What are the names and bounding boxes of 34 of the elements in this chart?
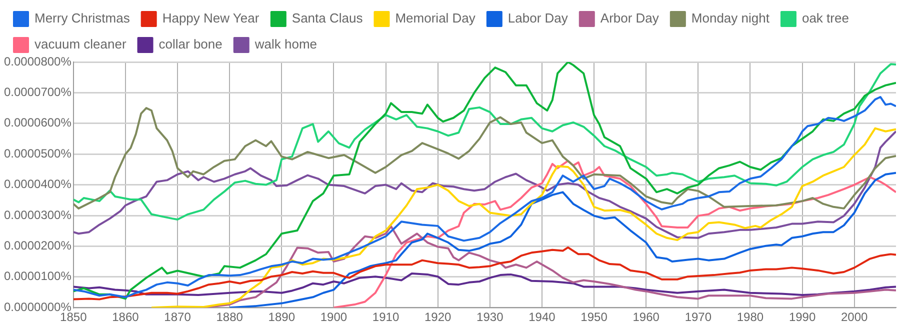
legend-label: oak tree xyxy=(802,10,849,26)
x-tick-label: 1960 xyxy=(632,310,660,324)
y-tick-label: 0.0000100% xyxy=(4,269,72,284)
x-tick-label: 1920 xyxy=(424,310,452,324)
legend-label: Monday night xyxy=(691,10,770,26)
legend-label: Labor Day xyxy=(508,10,568,26)
x-tick-label: 2000 xyxy=(840,310,868,324)
x-tick-label: 1890 xyxy=(268,310,296,324)
legend-label: Happy New Year xyxy=(162,10,260,26)
x-tick-label: 1930 xyxy=(476,310,504,324)
legend-label: Merry Christmas xyxy=(34,10,130,26)
y-tick-label: 0.0000200% xyxy=(4,238,72,253)
x-tick-label: 1950 xyxy=(580,310,608,324)
legend-label: vacuum cleaner xyxy=(34,36,127,52)
x-tick-label: 1980 xyxy=(736,310,764,324)
y-tick-label: 0.0000300% xyxy=(4,208,72,222)
legend-label: Memorial Day xyxy=(395,10,476,26)
x-tick-label: 1900 xyxy=(320,310,348,324)
y-tick-label: 0.0000800% xyxy=(4,54,72,68)
legend-label: walk home xyxy=(254,36,318,52)
x-tick-label: 1990 xyxy=(788,310,816,324)
y-tick-label: 0.0000600% xyxy=(4,116,72,130)
x-tick-label: 1870 xyxy=(164,310,192,324)
legend-label: collar bone xyxy=(158,36,222,52)
x-tick-label: 1940 xyxy=(528,310,556,324)
x-tick-label: 1880 xyxy=(216,310,244,324)
legend-label: Arbor Day xyxy=(600,10,660,26)
y-tick-label: 0.0000400% xyxy=(4,177,72,192)
legend-label: Santa Claus xyxy=(292,10,364,26)
x-tick-label: 1970 xyxy=(684,310,712,324)
y-tick-label: 0.0000700% xyxy=(4,85,72,100)
x-tick-label: 1860 xyxy=(112,310,140,324)
y-tick-label: 0.0000500% xyxy=(4,146,72,160)
x-tick-label: 1910 xyxy=(372,310,400,324)
